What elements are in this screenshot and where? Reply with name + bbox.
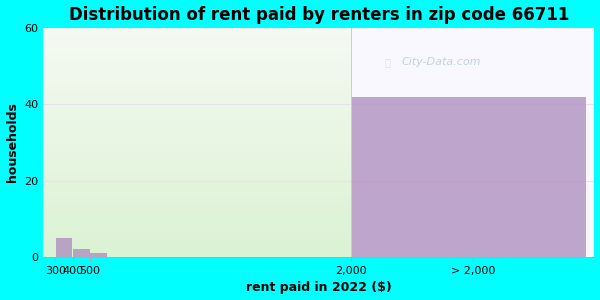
Title: Distribution of rent paid by renters in zip code 66711: Distribution of rent paid by renters in … bbox=[68, 6, 569, 24]
Bar bbox=[73, 249, 89, 257]
Bar bbox=[351, 28, 595, 257]
Y-axis label: households: households bbox=[5, 102, 19, 182]
Text: City-Data.com: City-Data.com bbox=[401, 57, 481, 67]
X-axis label: rent paid in 2022 ($): rent paid in 2022 ($) bbox=[246, 281, 392, 294]
Text: 🔍: 🔍 bbox=[385, 57, 391, 67]
Bar bbox=[91, 253, 107, 257]
Bar bbox=[351, 97, 586, 257]
Bar bbox=[56, 238, 72, 257]
